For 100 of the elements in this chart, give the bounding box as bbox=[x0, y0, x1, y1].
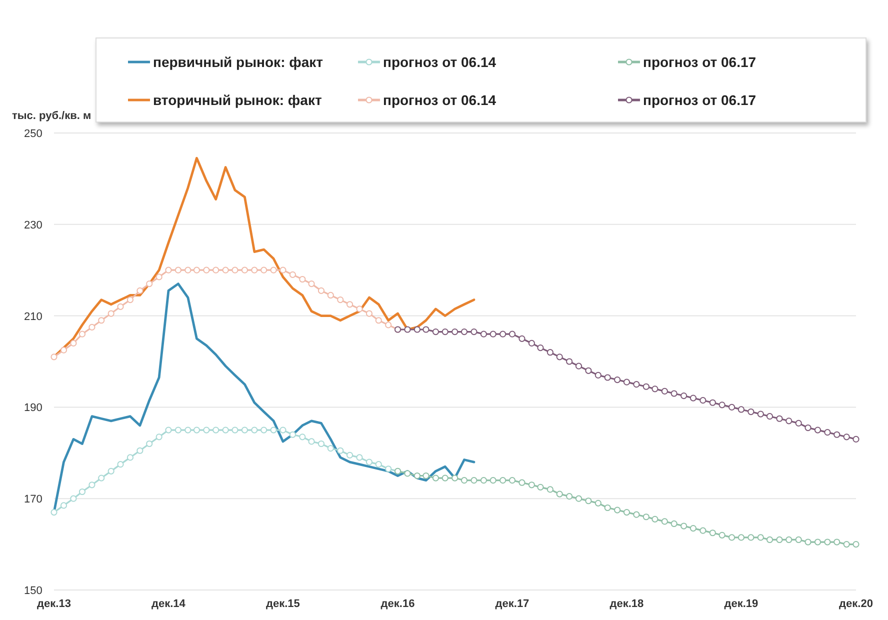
point bbox=[718, 532, 726, 538]
point bbox=[528, 340, 535, 347]
point bbox=[585, 367, 592, 374]
point bbox=[356, 306, 363, 312]
point bbox=[308, 280, 315, 288]
point bbox=[556, 354, 563, 360]
point bbox=[718, 402, 726, 408]
point bbox=[50, 509, 58, 516]
point bbox=[852, 436, 860, 442]
point bbox=[594, 500, 602, 506]
point bbox=[575, 495, 582, 502]
point bbox=[50, 354, 58, 360]
legend-label: вторичный рынок: факт bbox=[153, 92, 322, 108]
point bbox=[318, 440, 325, 448]
point bbox=[623, 378, 630, 386]
point bbox=[414, 326, 421, 333]
point bbox=[623, 509, 630, 516]
point bbox=[318, 287, 325, 294]
point bbox=[556, 490, 563, 498]
point bbox=[460, 328, 468, 336]
point bbox=[670, 390, 678, 397]
point bbox=[566, 493, 573, 500]
point bbox=[88, 324, 96, 331]
point bbox=[452, 474, 458, 482]
point bbox=[108, 468, 114, 474]
y-tick-label: 250 bbox=[24, 128, 42, 140]
point bbox=[614, 376, 621, 384]
point bbox=[375, 317, 382, 324]
point bbox=[337, 296, 344, 304]
point bbox=[212, 266, 220, 274]
point bbox=[452, 328, 458, 336]
point bbox=[414, 472, 421, 480]
point bbox=[843, 541, 850, 548]
point bbox=[766, 413, 774, 420]
point bbox=[804, 424, 812, 432]
point bbox=[88, 482, 96, 488]
legend-label: прогноз от 06.14 bbox=[383, 54, 496, 70]
x-tick-label: дек.14 bbox=[152, 598, 186, 610]
point bbox=[566, 358, 573, 365]
point bbox=[241, 266, 248, 274]
point bbox=[460, 477, 468, 484]
point bbox=[126, 454, 134, 461]
point bbox=[327, 445, 334, 452]
point bbox=[165, 266, 172, 274]
point bbox=[709, 530, 716, 536]
point bbox=[184, 426, 192, 434]
point bbox=[757, 534, 764, 541]
point bbox=[470, 477, 478, 484]
point bbox=[366, 310, 373, 317]
point bbox=[174, 266, 182, 274]
point bbox=[594, 372, 602, 379]
point bbox=[546, 486, 554, 493]
point bbox=[786, 536, 792, 544]
point bbox=[146, 280, 153, 288]
point bbox=[804, 538, 812, 546]
point bbox=[366, 458, 373, 466]
point bbox=[260, 426, 268, 434]
point bbox=[404, 326, 411, 333]
point bbox=[500, 330, 506, 338]
point bbox=[470, 328, 478, 336]
point bbox=[518, 479, 526, 486]
point bbox=[757, 410, 764, 418]
point bbox=[193, 426, 200, 434]
point bbox=[385, 322, 392, 328]
point bbox=[728, 404, 736, 410]
point bbox=[289, 271, 296, 278]
point bbox=[308, 438, 315, 445]
point bbox=[280, 426, 286, 434]
point bbox=[442, 474, 448, 482]
x-tick-label: дек.15 bbox=[266, 598, 300, 610]
point bbox=[136, 287, 144, 294]
y-tick-label: 230 bbox=[24, 219, 42, 232]
point bbox=[814, 426, 822, 434]
point bbox=[690, 394, 697, 402]
legend-label: прогноз от 06.14 bbox=[383, 92, 496, 108]
x-tick-label: дек.18 bbox=[610, 598, 644, 610]
point bbox=[795, 420, 802, 426]
point bbox=[642, 514, 650, 520]
point bbox=[346, 301, 354, 308]
point bbox=[184, 266, 192, 274]
point bbox=[78, 488, 86, 496]
point bbox=[251, 266, 258, 274]
point bbox=[604, 504, 611, 512]
point bbox=[117, 303, 124, 310]
point bbox=[633, 511, 640, 518]
point bbox=[546, 349, 554, 356]
point bbox=[528, 482, 535, 488]
point bbox=[375, 461, 382, 468]
point bbox=[442, 328, 448, 336]
point bbox=[422, 472, 430, 480]
point bbox=[222, 426, 229, 434]
point bbox=[432, 474, 440, 482]
y-tick-label: 150 bbox=[24, 585, 42, 597]
point bbox=[356, 454, 363, 461]
point bbox=[508, 477, 516, 484]
point bbox=[814, 538, 822, 546]
point bbox=[537, 344, 544, 352]
point bbox=[327, 292, 334, 299]
point bbox=[642, 383, 650, 390]
point bbox=[136, 447, 144, 454]
